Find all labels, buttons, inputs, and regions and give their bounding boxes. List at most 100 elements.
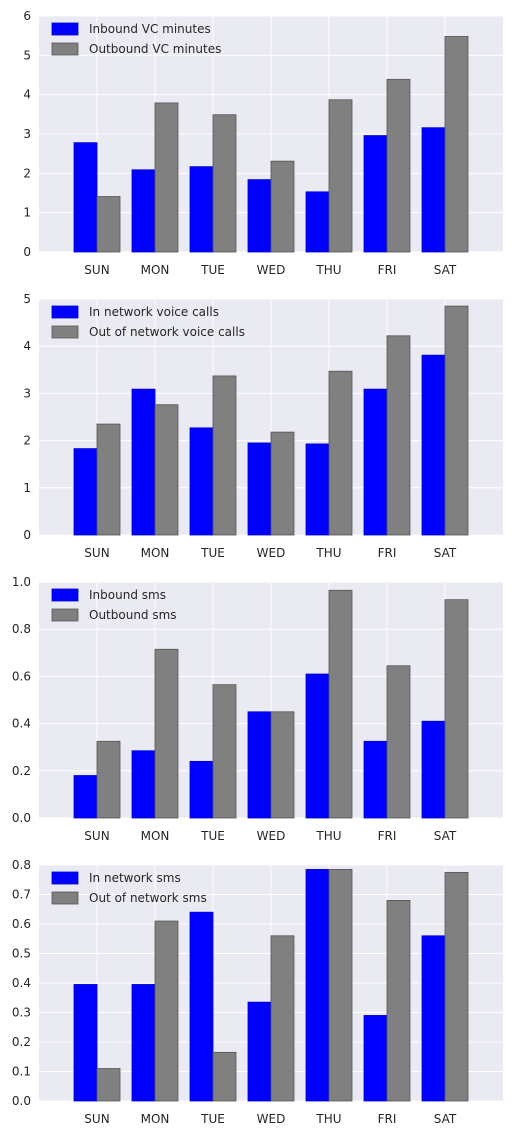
legend-label: Out of network voice calls: [89, 325, 245, 339]
bar-in-network-voice-calls-sat: [421, 354, 446, 536]
y-tick-label: 4: [23, 88, 31, 102]
y-tick-label: 0: [23, 245, 31, 259]
bar-inbound-vc-minutes-sun: [73, 142, 98, 253]
bar-outbound-sms-fri: [386, 665, 411, 819]
bar-in-network-voice-calls-sun: [73, 448, 98, 536]
bar-outbound-sms-sat: [444, 599, 469, 819]
bar-outbound-vc-minutes-sun: [96, 196, 121, 253]
legend-label: Outbound VC minutes: [89, 42, 221, 56]
bar-out-of-network-voice-calls-mon: [154, 404, 179, 536]
bar-in-network-voice-calls-thu: [305, 443, 330, 536]
bar-out-of-network-voice-calls-thu: [328, 370, 353, 536]
y-tick-label: 1: [23, 481, 31, 495]
chart-1: 0 1 2 3 4 5 6 SUN MON TUE WED THU FRI SAT Inbound VC m…: [23, 9, 503, 277]
bar-in-network-sms-thu: [305, 869, 330, 1102]
x-tick-label: SAT: [434, 546, 457, 560]
chart-3: 0.0 0.2 0.4 0.6 0.8 1.0 SUN MON TUE WED THU FRI SAT I…: [12, 575, 503, 843]
x-tick-label: SAT: [434, 1112, 457, 1126]
bar-inbound-vc-minutes-mon: [131, 169, 156, 253]
bar-out-of-network-sms-mon: [154, 920, 179, 1102]
x-tick-label: TUE: [200, 263, 225, 277]
bar-out-of-network-voice-calls-sat: [444, 305, 469, 536]
bar-outbound-sms-wed: [270, 711, 295, 819]
y-tick-label: 0.2: [12, 1035, 31, 1049]
y-tick-label: 6: [23, 9, 31, 23]
bar-out-of-network-sms-sun: [96, 1068, 121, 1102]
x-tick-label: MON: [141, 263, 170, 277]
y-tick-label: 3: [23, 386, 31, 400]
y-tick-label: 0.6: [12, 917, 31, 931]
bar-in-network-sms-tue: [189, 911, 214, 1102]
legend-label: Out of network sms: [89, 891, 207, 905]
legend-swatch: [51, 42, 79, 56]
bar-outbound-sms-mon: [154, 648, 179, 819]
bar-in-network-sms-mon: [131, 984, 156, 1102]
bar-out-of-network-voice-calls-wed: [270, 431, 295, 536]
legend-label: Inbound sms: [89, 588, 166, 602]
y-tick-label: 0.8: [12, 622, 31, 636]
bar-inbound-vc-minutes-thu: [305, 191, 330, 253]
bar-in-network-sms-wed: [247, 1001, 272, 1102]
y-tick-label: 3: [23, 127, 31, 141]
y-tick-label: 5: [23, 292, 31, 306]
legend-swatch: [51, 588, 79, 602]
bar-outbound-sms-thu: [328, 589, 353, 819]
x-tick-label: FRI: [378, 546, 397, 560]
bar-out-of-network-sms-thu: [328, 869, 353, 1102]
x-tick-label: TUE: [200, 546, 225, 560]
x-tick-label: WED: [257, 263, 286, 277]
bar-inbound-vc-minutes-wed: [247, 179, 272, 253]
x-tick-label: THU: [315, 263, 341, 277]
bar-inbound-sms-tue: [189, 760, 214, 819]
bar-outbound-vc-minutes-mon: [154, 102, 179, 253]
bar-in-network-sms-fri: [363, 1015, 388, 1102]
legend-label: In network sms: [89, 871, 181, 885]
bar-out-of-network-voice-calls-tue: [212, 375, 237, 536]
bar-inbound-sms-wed: [247, 711, 272, 819]
bar-outbound-sms-tue: [212, 684, 237, 819]
x-tick-label: FRI: [378, 1112, 397, 1126]
x-tick-label: THU: [315, 546, 341, 560]
legend-swatch: [51, 891, 79, 905]
x-tick-label: MON: [141, 829, 170, 843]
bar-inbound-sms-sun: [73, 775, 98, 819]
bar-inbound-vc-minutes-fri: [363, 135, 388, 253]
bar-inbound-sms-thu: [305, 673, 330, 819]
legend-label: In network voice calls: [89, 305, 219, 319]
bar-out-of-network-voice-calls-sun: [96, 423, 121, 536]
y-tick-label: 0.6: [12, 669, 31, 683]
y-tick-label: 0.0: [12, 1094, 31, 1108]
bar-inbound-sms-fri: [363, 740, 388, 819]
y-tick-label: 1: [23, 206, 31, 220]
y-tick-label: 2: [23, 166, 31, 180]
y-tick-label: 0.5: [12, 947, 31, 961]
y-tick-label: 0.8: [12, 858, 31, 872]
x-tick-label: WED: [257, 1112, 286, 1126]
x-tick-label: WED: [257, 829, 286, 843]
y-tick-label: 5: [23, 48, 31, 62]
x-tick-label: THU: [315, 1112, 341, 1126]
bar-in-network-voice-calls-mon: [131, 388, 156, 536]
chart-4: 0.0 0.1 0.2 0.3 0.4 0.5 0.6 0.7 0.8 SUN MON TUE WED T…: [12, 858, 503, 1126]
bar-outbound-vc-minutes-tue: [212, 114, 237, 253]
x-tick-label: MON: [141, 1112, 170, 1126]
x-tick-label: SUN: [84, 829, 109, 843]
x-tick-label: SUN: [84, 263, 109, 277]
legend: In network sms Out of network sms: [51, 871, 207, 905]
y-tick-label: 0.3: [12, 1006, 31, 1020]
y-tick-label: 0.7: [12, 888, 31, 902]
bar-inbound-sms-sat: [421, 720, 446, 819]
x-tick-label: SUN: [84, 546, 109, 560]
x-tick-label: TUE: [200, 1112, 225, 1126]
bar-in-network-voice-calls-tue: [189, 427, 214, 536]
bar-out-of-network-sms-sat: [444, 871, 469, 1102]
bar-in-network-sms-sun: [73, 984, 98, 1102]
legend-swatch: [51, 608, 79, 622]
legend: Inbound sms Outbound sms: [51, 588, 177, 622]
x-tick-label: TUE: [200, 829, 225, 843]
legend-swatch: [51, 871, 79, 885]
bar-inbound-vc-minutes-sat: [421, 127, 446, 253]
y-tick-label: 4: [23, 339, 31, 353]
bar-in-network-voice-calls-wed: [247, 442, 272, 536]
chart-2: 0 1 2 3 4 5 SUN MON TUE WED THU FRI SAT In network vo…: [23, 292, 503, 560]
